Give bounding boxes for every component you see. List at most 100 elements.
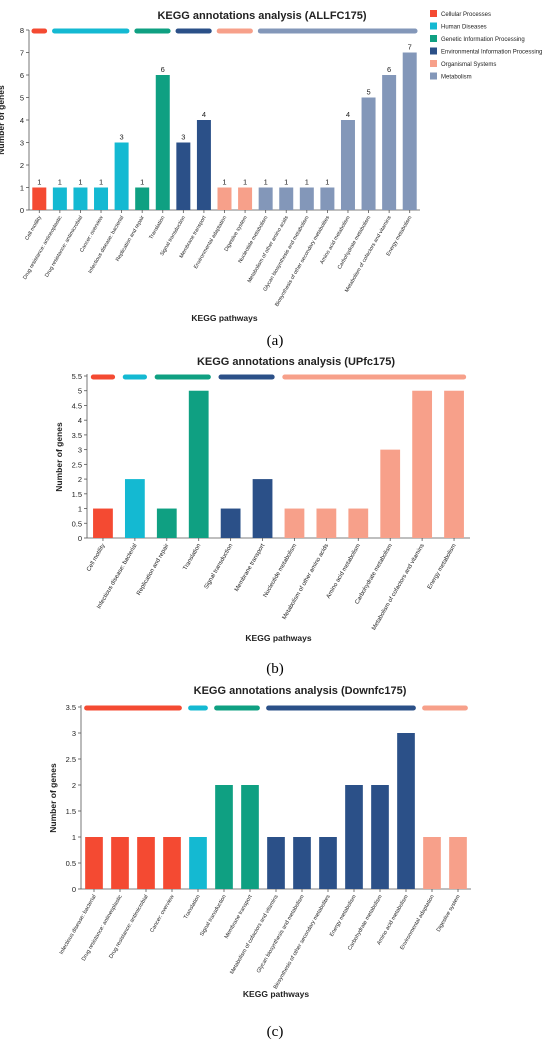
bar — [444, 390, 464, 538]
data-label: 1 — [222, 178, 226, 187]
category-group-bar — [214, 705, 260, 711]
bar — [449, 837, 467, 889]
chart-title: KEGG annotations analysis (ALLFC175) — [157, 10, 366, 22]
bar — [293, 837, 311, 889]
bar — [319, 837, 337, 889]
y-tick-label: 1.5 — [66, 807, 76, 816]
x-tick-label: Membrane transport — [234, 543, 266, 593]
bar — [238, 187, 253, 210]
y-tick-label: 3.5 — [66, 703, 76, 712]
data-label: 1 — [243, 178, 247, 187]
category-group-bar — [218, 374, 275, 380]
x-tick-label: Translation — [183, 543, 203, 572]
category-group-bar — [266, 705, 416, 711]
chart-allfc175: KEGG annotations analysis (ALLFC175) 0 1 2 3… — [0, 10, 542, 323]
bar — [189, 837, 207, 889]
data-label: 1 — [140, 178, 144, 187]
bar — [361, 97, 376, 210]
x-tick-label: Signal transduction — [199, 894, 228, 938]
bar — [412, 390, 433, 538]
bar — [267, 837, 285, 889]
category-group-bar — [422, 705, 468, 711]
x-tick-label: Metabolism of other amino acids — [247, 215, 290, 284]
x-tick-label: Energy metabolism — [427, 543, 458, 590]
x-tick-label: Signal transduction — [204, 543, 235, 590]
y-tick-label: 4.5 — [72, 401, 82, 410]
x-axis-label: KEGG pathways — [245, 633, 311, 643]
legend-swatch — [430, 60, 437, 67]
data-label: 1 — [325, 178, 329, 187]
y-tick-label: 0.5 — [66, 859, 76, 868]
y-tick-label: 1 — [20, 184, 24, 193]
x-tick-label: Digestive system — [436, 894, 462, 933]
x-tick-label: Drug resistance: antineoplastic — [22, 215, 64, 281]
category-group-bar — [52, 28, 130, 34]
bar — [299, 187, 314, 210]
y-tick-label: 0 — [78, 534, 82, 543]
bar — [382, 75, 397, 210]
x-axis-label: KEGG pathways — [243, 989, 309, 999]
category-group-bar — [31, 28, 48, 34]
bar — [217, 187, 232, 210]
y-axis-label: Number of genes — [54, 422, 64, 492]
bar — [241, 785, 259, 889]
y-tick-label: 2 — [20, 161, 24, 170]
bar — [52, 187, 67, 210]
y-tick-label: 4 — [78, 416, 82, 425]
legend-swatch — [430, 10, 437, 17]
y-tick-label: 6 — [20, 71, 24, 80]
bar — [284, 508, 305, 538]
bar — [371, 785, 389, 889]
category-group-bar — [257, 28, 418, 34]
legend-swatch — [430, 22, 437, 30]
x-tick-label: Membrane transport — [224, 894, 254, 940]
bar — [111, 837, 129, 889]
x-tick-label: Biosynthesis of other secondary metaboli… — [273, 894, 332, 990]
data-label: 4 — [346, 110, 350, 119]
data-label: 7 — [408, 43, 412, 52]
bar — [320, 187, 335, 210]
data-label: 1 — [37, 178, 41, 187]
data-label: 1 — [284, 178, 288, 187]
legend-entry: Organismal Systems — [441, 62, 496, 68]
legend-entry: Cellular Processes — [441, 12, 491, 18]
bar — [137, 837, 155, 889]
category-group-bar — [154, 374, 211, 380]
y-tick-label: 0.5 — [72, 519, 82, 528]
bar — [252, 479, 273, 538]
x-tick-label: Amino acid metabolism — [326, 543, 362, 600]
x-tick-label: Carbohydrate metabolism — [354, 543, 394, 605]
chart-downfc175: KEGG annotations analysis (Downfc175) 0 0.… — [48, 685, 471, 999]
data-label: 1 — [264, 178, 268, 187]
panel-label-a: (a) — [266, 333, 284, 349]
category-group-bar — [90, 374, 116, 380]
y-tick-label: 5 — [20, 94, 24, 103]
category-group-bar — [282, 374, 467, 380]
bar — [345, 785, 363, 889]
data-label: 6 — [387, 65, 391, 74]
legend-swatch — [430, 47, 437, 55]
bar — [340, 120, 355, 210]
data-label: 5 — [366, 88, 370, 97]
x-tick-label: Metabolism of cofactors and vitamins — [371, 543, 426, 631]
y-tick-label: 3 — [72, 729, 76, 738]
data-label: 1 — [305, 178, 309, 187]
data-label: 4 — [202, 110, 206, 119]
bar — [176, 142, 191, 210]
y-tick-label: 1 — [72, 833, 76, 842]
chart-title: KEGG annotations analysis (Downfc175) — [194, 685, 407, 697]
y-tick-label: 2.5 — [72, 460, 82, 469]
data-label: 3 — [120, 133, 124, 142]
chart-upfc175: KEGG annotations analysis (UPfc175) 0 0.5 1… — [54, 356, 470, 643]
y-tick-label: 0 — [20, 206, 24, 215]
category-group-bar — [122, 374, 148, 380]
panel-label-c: (c) — [266, 1024, 284, 1040]
x-tick-label: Cell motility — [24, 215, 43, 242]
y-axis-label: Number of genes — [0, 85, 6, 155]
bar — [215, 785, 233, 889]
y-tick-label: 3.5 — [72, 431, 82, 440]
bar — [423, 837, 441, 889]
y-tick-label: 3 — [20, 139, 24, 148]
bar — [93, 508, 113, 538]
bar — [316, 508, 337, 538]
